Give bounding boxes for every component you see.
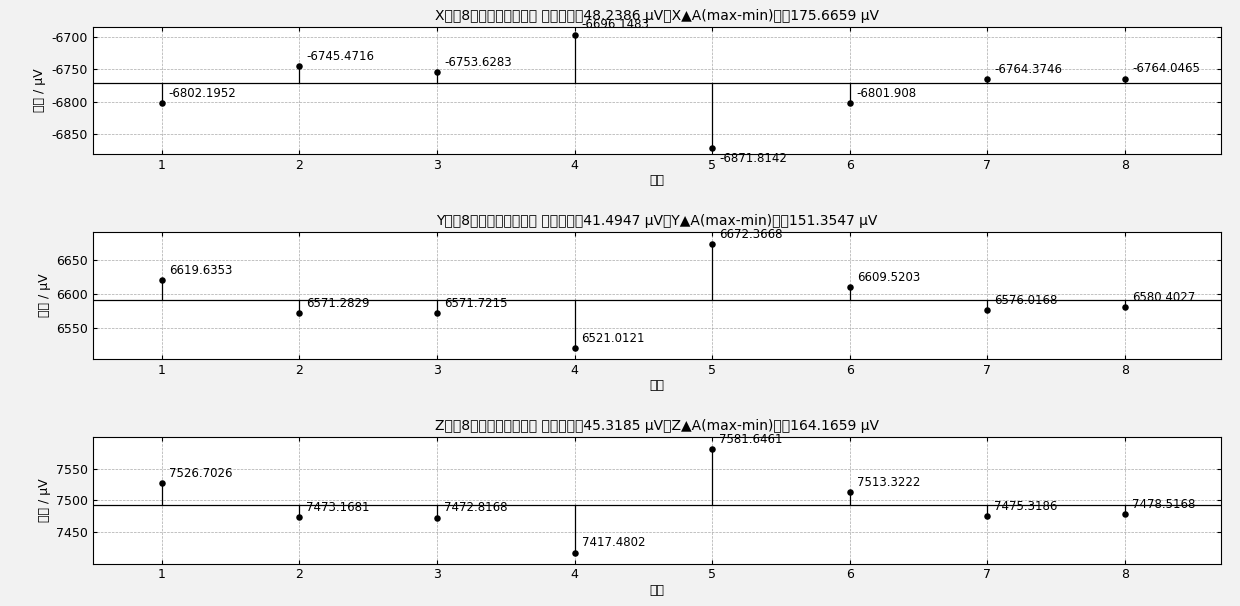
Point: [289, 513, 309, 522]
Point: [839, 487, 859, 497]
Text: 6571.7215: 6571.7215: [444, 297, 507, 310]
Text: -6802.1952: -6802.1952: [169, 87, 237, 100]
Point: [289, 308, 309, 318]
Text: 6672.3668: 6672.3668: [719, 228, 782, 241]
X-axis label: 通道: 通道: [650, 175, 665, 187]
Text: 7478.5168: 7478.5168: [1132, 498, 1195, 511]
Text: 7526.7026: 7526.7026: [169, 467, 232, 481]
Text: -6753.6283: -6753.6283: [444, 56, 512, 68]
Text: -6696.1483: -6696.1483: [582, 18, 650, 32]
Point: [1115, 509, 1135, 519]
Point: [564, 30, 584, 39]
Text: -6871.8142: -6871.8142: [719, 152, 787, 165]
Text: 7417.4802: 7417.4802: [582, 536, 645, 550]
Point: [702, 444, 722, 453]
Point: [289, 62, 309, 72]
Title: Z轴，8通道平均幅值比较 标准差为：45.3185 μV，Z▲A(max-min)为：164.1659 μV: Z轴，8通道平均幅值比较 标准差为：45.3185 μV，Z▲A(max-min…: [435, 419, 879, 433]
Text: 6609.5203: 6609.5203: [857, 271, 920, 284]
Y-axis label: 幅值 / μV: 幅值 / μV: [37, 274, 51, 317]
Point: [1115, 74, 1135, 84]
Text: -6801.908: -6801.908: [857, 87, 916, 100]
Text: 6521.0121: 6521.0121: [582, 331, 645, 345]
Point: [977, 74, 997, 84]
Point: [564, 343, 584, 353]
Text: 7475.3186: 7475.3186: [994, 500, 1058, 513]
Point: [427, 308, 446, 318]
Title: Y轴，8通道平均幅值比较 标准差为：41.4947 μV，Y▲A(max-min)为：151.3547 μV: Y轴，8通道平均幅值比较 标准差为：41.4947 μV，Y▲A(max-min…: [436, 215, 878, 228]
Point: [151, 479, 171, 488]
Point: [427, 513, 446, 522]
Text: 7513.3222: 7513.3222: [857, 476, 920, 489]
Title: X轴，8通道平均幅值比较 标准差为：48.2386 μV，X▲A(max-min)为：175.6659 μV: X轴，8通道平均幅值比较 标准差为：48.2386 μV，X▲A(max-min…: [435, 9, 879, 23]
Text: -6764.0465: -6764.0465: [1132, 62, 1200, 75]
Text: 7472.8168: 7472.8168: [444, 501, 507, 514]
Text: -6745.4716: -6745.4716: [306, 50, 374, 64]
Point: [839, 98, 859, 108]
Text: 6619.6353: 6619.6353: [169, 264, 232, 277]
Text: 7581.6461: 7581.6461: [719, 433, 782, 445]
Point: [1115, 302, 1135, 312]
Point: [702, 239, 722, 249]
Y-axis label: 幅值 / μV: 幅值 / μV: [37, 479, 51, 522]
Point: [151, 276, 171, 285]
Point: [839, 282, 859, 292]
Point: [564, 548, 584, 558]
Text: 6576.0168: 6576.0168: [994, 294, 1058, 307]
Point: [151, 98, 171, 108]
Text: -6764.3746: -6764.3746: [994, 62, 1063, 76]
X-axis label: 通道: 通道: [650, 584, 665, 598]
Text: 6580.4027: 6580.4027: [1132, 291, 1195, 304]
Point: [977, 511, 997, 521]
Point: [702, 144, 722, 153]
Text: 7473.1681: 7473.1681: [306, 501, 370, 514]
X-axis label: 通道: 通道: [650, 379, 665, 392]
Y-axis label: 幅值 / μV: 幅值 / μV: [33, 68, 46, 112]
Point: [427, 67, 446, 76]
Point: [977, 305, 997, 315]
Text: 6571.2829: 6571.2829: [306, 297, 370, 310]
